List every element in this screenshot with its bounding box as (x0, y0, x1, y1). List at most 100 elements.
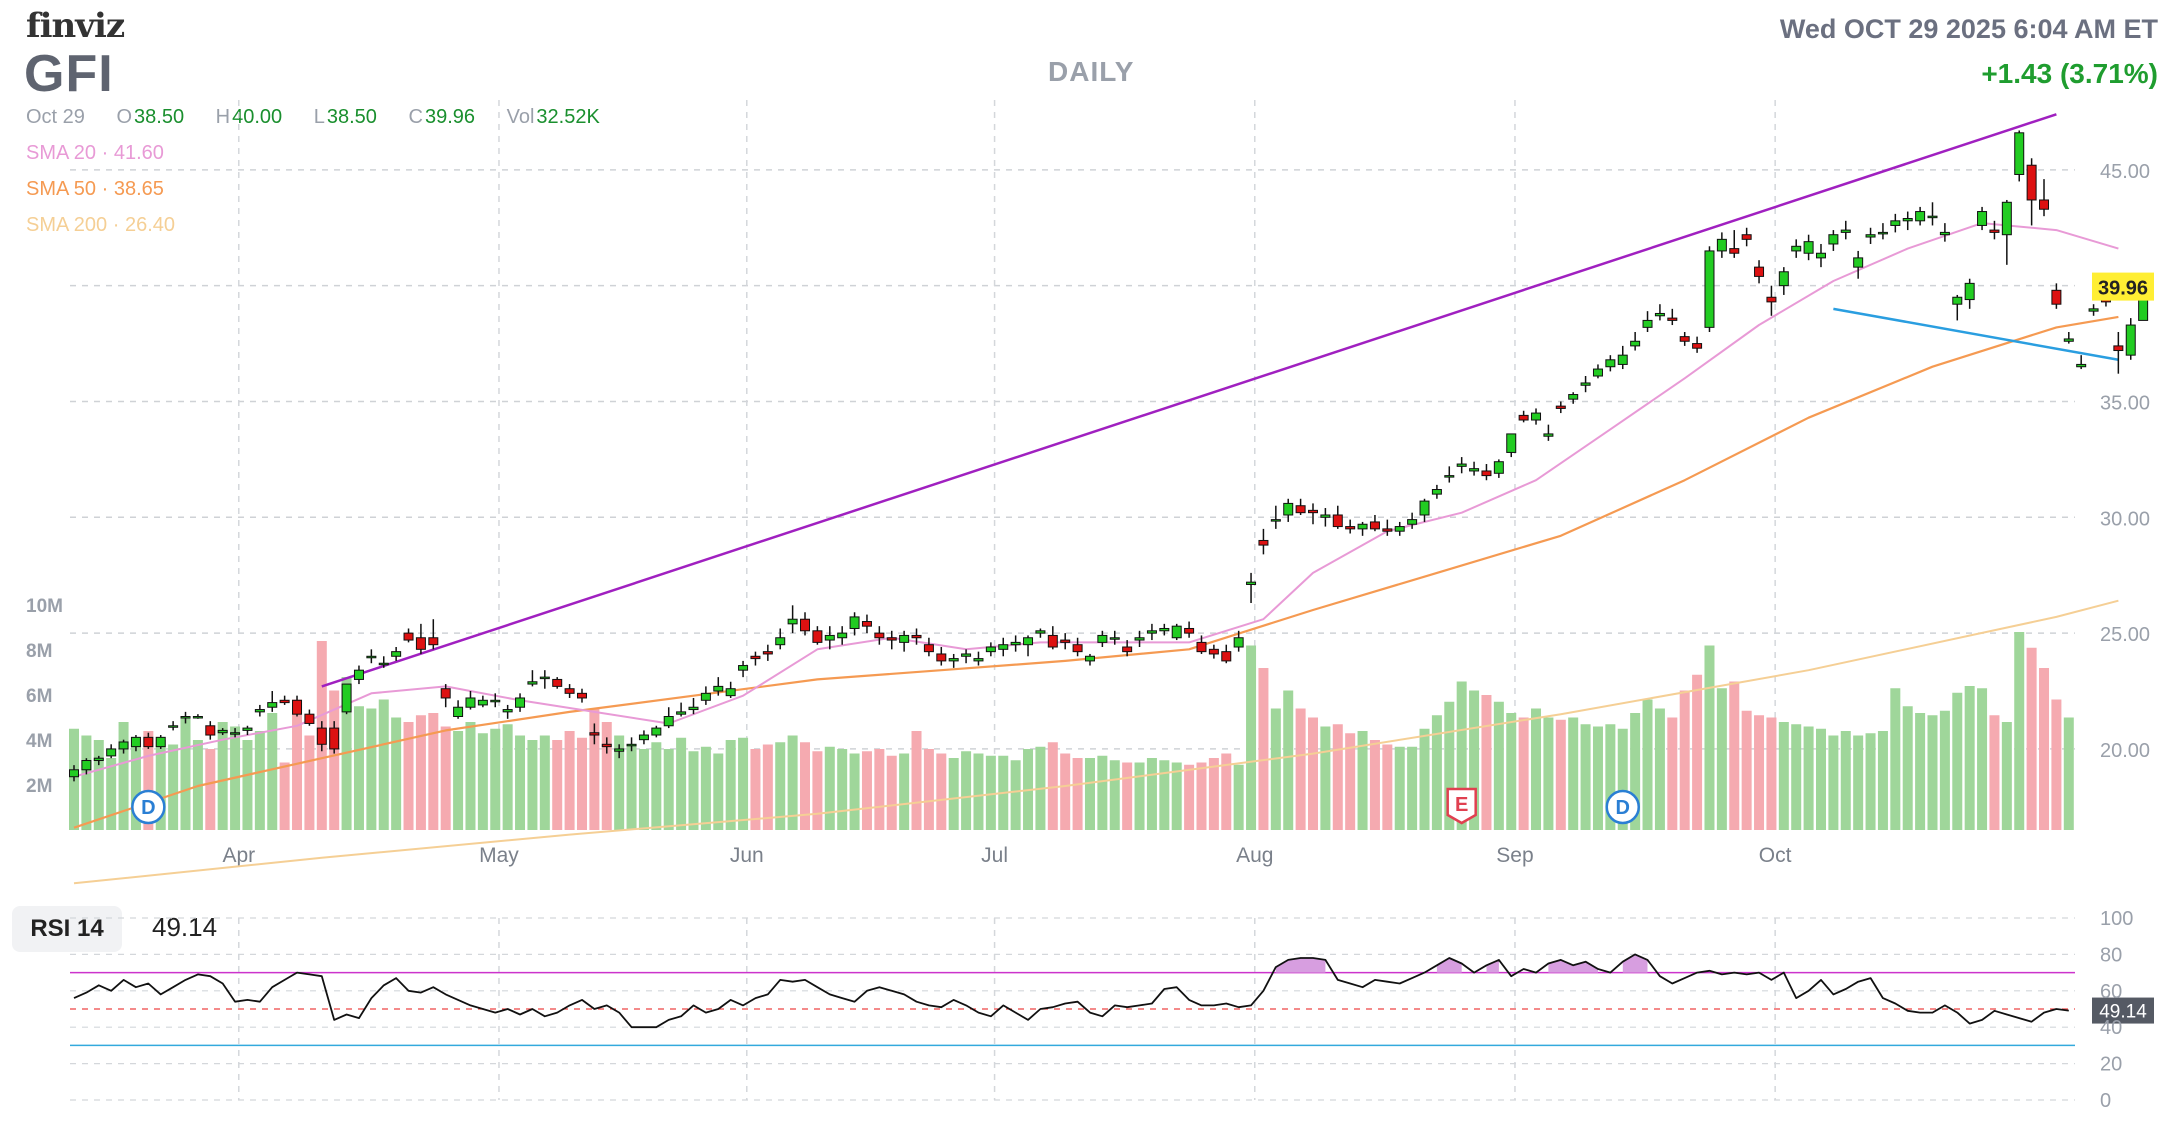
candle-body (663, 716, 674, 727)
volume-bar (2051, 699, 2062, 830)
volume-bar (1815, 728, 1826, 830)
candle-body (143, 736, 154, 748)
candle-body (1047, 634, 1058, 648)
volume-bar (1146, 758, 1157, 830)
volume-bar (477, 733, 488, 830)
volume-bar (106, 758, 117, 830)
volume-bar (1444, 701, 1455, 830)
candle-body (1308, 509, 1318, 514)
volume-tick-label: 2M (26, 776, 52, 797)
volume-bar (849, 753, 860, 830)
candle-body (651, 727, 662, 736)
candle-body (1122, 646, 1133, 653)
volume-bar (614, 735, 625, 830)
quote-datetime: Wed OCT 29 2025 6:04 AM ET (1779, 14, 2158, 44)
price-grid (70, 100, 2075, 830)
volume-bar (440, 726, 451, 830)
rsi-overbought-fill (1622, 954, 1648, 973)
volume-tick-label: 4M (26, 731, 52, 752)
volume-bar (2014, 632, 2025, 830)
volume-bar (936, 753, 947, 830)
candle-body (279, 699, 290, 704)
volume-bar (1729, 681, 1740, 830)
candle-body (688, 706, 699, 711)
month-label: Aug (1236, 844, 1273, 867)
volume-bar (1134, 762, 1145, 830)
candle-body (1952, 296, 1963, 305)
volume-bar (465, 722, 476, 830)
chart-period-label: DAILY (1048, 56, 1135, 87)
candle-body (180, 716, 191, 719)
volume-bar (1320, 726, 1331, 830)
last-price-tag-bg (2092, 272, 2154, 301)
candle-body (192, 716, 203, 719)
candle-body (601, 743, 612, 748)
volume-bar (1407, 746, 1418, 830)
volume-bar (1654, 708, 1665, 830)
rsi-tick-label: 40 (2100, 1017, 2122, 1039)
volume-bar (502, 724, 513, 830)
volume-bar (775, 742, 786, 830)
candle-body (1964, 282, 1975, 301)
candlesticks (69, 130, 2149, 782)
volume-bar (800, 742, 811, 830)
candle-body (378, 662, 389, 666)
candle-body (1357, 523, 1368, 530)
volume-bar (1766, 717, 1777, 830)
candle-body (1394, 526, 1405, 532)
candle-body (2125, 324, 2136, 356)
candle-body (1741, 234, 1752, 240)
candle-body (329, 727, 340, 750)
sma-20-value: 41.60 (113, 142, 164, 164)
volume-bar (490, 728, 501, 830)
sma-20-legend[interactable]: SMA 20 · 41.60 (26, 142, 164, 165)
volume-bar (576, 737, 587, 830)
candle-body (1332, 514, 1343, 528)
month-label: Jun (730, 844, 764, 867)
open-label: O (116, 106, 133, 128)
candle-body (1481, 470, 1492, 477)
legend-dot: · (112, 214, 125, 236)
rsi-indicator-label[interactable]: RSI 14 (12, 906, 122, 952)
candle-body (1927, 215, 1938, 219)
volume-bar (1952, 692, 1963, 830)
candle-body (1060, 639, 1071, 643)
rsi-overbought-fill (1486, 959, 1499, 973)
rsi-tick-label: 100 (2100, 908, 2133, 930)
price-tick-label: 25.00 (2100, 624, 2150, 646)
candle-body (1320, 514, 1331, 518)
sma-50-legend[interactable]: SMA 50 · 38.65 (26, 178, 164, 201)
month-label: Jul (981, 844, 1008, 867)
volume-bar (2001, 722, 2012, 830)
month-axis: Apr May Jun Jul Aug Sep Oct (222, 844, 1791, 867)
month-label: Sep (1496, 844, 1533, 867)
candle-body (961, 653, 972, 657)
volume-bar (1667, 717, 1678, 830)
sma-200-legend[interactable]: SMA 200 · 26.40 (26, 214, 175, 237)
rsi-current-value: 49.14 (152, 912, 218, 942)
rsi-tick-label: 80 (2100, 944, 2122, 966)
volume-bar (403, 722, 414, 830)
volume-bar (1679, 690, 1690, 830)
finviz-logo[interactable]: finviz (26, 6, 125, 46)
candle-body (700, 692, 711, 701)
volume-bar (1741, 710, 1752, 830)
volume-bar (973, 753, 984, 830)
candle-body (725, 688, 736, 697)
candle-body (2113, 345, 2124, 352)
volume-bar (1369, 740, 1380, 830)
volume-bar (886, 755, 897, 830)
candle-body (1865, 234, 1876, 238)
volume-bar (1159, 760, 1170, 830)
candle-body (576, 692, 587, 699)
candle-body (1270, 519, 1281, 522)
candle-body (366, 655, 377, 659)
candle-body (415, 637, 426, 650)
rsi-value-tag-text: 49.14 (2099, 1002, 2147, 1023)
candle-body (1134, 637, 1145, 641)
candle-body (626, 743, 637, 747)
volume-bar (1196, 762, 1207, 830)
candle-body (539, 676, 550, 680)
